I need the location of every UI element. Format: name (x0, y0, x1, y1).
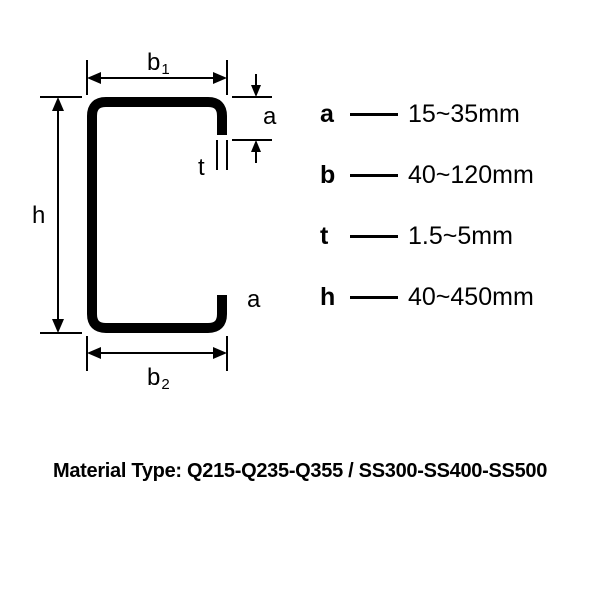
dash-icon (350, 174, 398, 177)
dim-t: t (198, 140, 227, 181)
spec-key: a (320, 100, 346, 129)
spec-value: 1.5~5mm (408, 222, 513, 251)
dash-icon (350, 235, 398, 238)
spec-row: a 15~35mm (320, 100, 534, 129)
dim-h: h (32, 97, 82, 333)
spec-key: b (320, 161, 346, 190)
figure-container: b1 b2 h (0, 0, 600, 600)
dash-icon (350, 296, 398, 299)
label-a-bot: a (247, 286, 261, 313)
material-type-line: Material Type: Q215-Q235-Q355 / SS300-SS… (0, 460, 600, 483)
c-profile-path (92, 102, 222, 328)
spec-value: 15~35mm (408, 100, 520, 129)
dash-icon (350, 113, 398, 116)
spec-key: h (320, 283, 346, 312)
spec-value: 40~120mm (408, 161, 534, 190)
spec-list: a 15~35mm b 40~120mm t 1.5~5mm h 40~450m… (320, 100, 534, 344)
label-b2: b2 (147, 364, 170, 393)
label-a-top: a (263, 103, 277, 130)
label-b1: b1 (147, 49, 170, 78)
spec-value: 40~450mm (408, 283, 534, 312)
dim-b2: b2 (87, 336, 227, 393)
dim-a-top: a (232, 74, 277, 163)
spec-row: h 40~450mm (320, 283, 534, 312)
label-t: t (198, 154, 205, 181)
spec-key: t (320, 222, 346, 251)
dim-b1: b1 (87, 49, 227, 95)
label-h: h (32, 202, 45, 229)
spec-row: t 1.5~5mm (320, 222, 534, 251)
spec-row: b 40~120mm (320, 161, 534, 190)
dim-a-bot: a (247, 286, 261, 313)
